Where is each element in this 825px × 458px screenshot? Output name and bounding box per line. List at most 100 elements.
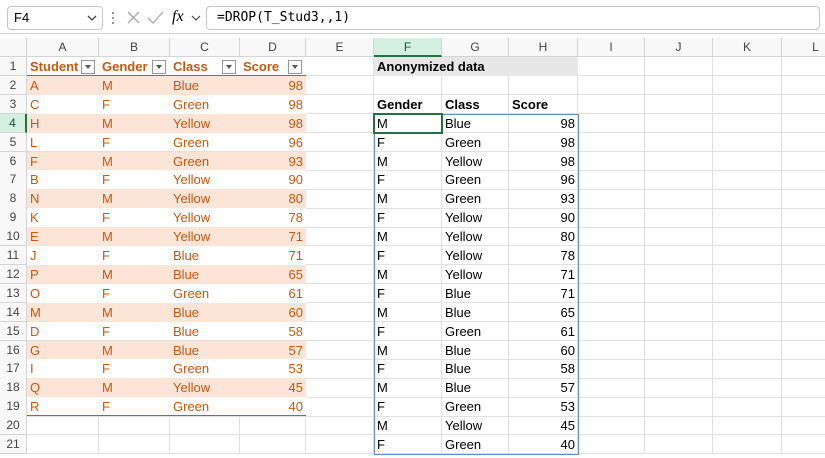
table-cell: G <box>27 340 99 360</box>
cell <box>782 265 825 285</box>
column-header[interactable]: G <box>442 38 509 57</box>
row-header[interactable]: 2 <box>0 75 27 96</box>
table-cell: 45 <box>240 378 306 398</box>
name-box-dropdown[interactable] <box>86 13 98 23</box>
row-header[interactable]: 7 <box>0 170 27 190</box>
row-header[interactable]: 16 <box>0 340 27 360</box>
formula-icons <box>112 11 201 24</box>
column-header[interactable]: B <box>99 38 170 57</box>
column-header[interactable]: D <box>240 38 306 57</box>
output-cell: 61 <box>560 323 575 339</box>
function-label[interactable]: fx <box>172 8 184 25</box>
row-header[interactable]: 15 <box>0 321 27 341</box>
cell <box>442 189 509 209</box>
cell <box>509 75 578 96</box>
row-header[interactable]: 19 <box>0 397 27 417</box>
column-header[interactable]: J <box>645 38 713 57</box>
table-cell: M <box>99 75 170 95</box>
table-cell: J <box>27 246 99 265</box>
active-cell[interactable] <box>373 112 443 134</box>
cell <box>782 170 825 190</box>
table-cell: H <box>27 113 99 133</box>
table-cell: 98 <box>240 113 306 133</box>
table-cell: M <box>99 340 170 360</box>
cell <box>578 283 645 304</box>
cell <box>306 416 374 436</box>
cell <box>782 227 825 247</box>
column-header[interactable]: A <box>27 38 99 57</box>
row-header[interactable]: 11 <box>0 246 27 266</box>
cell <box>306 397 374 417</box>
row-header[interactable]: 21 <box>0 435 27 455</box>
table-cell: Yellow <box>170 113 240 133</box>
cell <box>509 340 578 360</box>
row-header[interactable]: 8 <box>0 189 27 209</box>
column-header[interactable]: F <box>374 38 442 57</box>
filter-button[interactable] <box>288 59 302 74</box>
row-header[interactable]: 12 <box>0 264 27 285</box>
cell <box>442 340 509 360</box>
output-cell: F <box>377 399 385 415</box>
cell <box>782 435 825 455</box>
row-header[interactable]: 5 <box>0 132 27 152</box>
row-header[interactable]: 1 <box>0 57 27 77</box>
table-cell: Blue <box>170 302 240 322</box>
cell <box>240 435 306 455</box>
output-cell: Blue <box>445 380 472 396</box>
cell <box>782 114 825 134</box>
cell <box>645 416 713 436</box>
output-cell: 60 <box>560 342 575 358</box>
filter-button[interactable] <box>222 59 236 74</box>
cell <box>578 302 645 323</box>
row-header[interactable]: 20 <box>0 416 27 436</box>
cell <box>782 208 825 228</box>
cell <box>306 151 374 171</box>
cell <box>442 359 509 379</box>
cell <box>645 151 713 171</box>
column-header[interactable]: E <box>306 38 374 57</box>
row-header[interactable]: 6 <box>0 151 27 171</box>
cell <box>374 321 442 341</box>
output-cell: F <box>377 210 385 226</box>
cell <box>713 416 782 436</box>
filter-button[interactable] <box>152 59 166 74</box>
row-header[interactable]: 17 <box>0 359 27 379</box>
column-header[interactable]: K <box>713 38 782 57</box>
row-header[interactable]: 18 <box>0 378 27 398</box>
row-header[interactable]: 4 <box>0 113 27 134</box>
table-cell: F <box>99 397 170 417</box>
name-box[interactable]: F4 <box>7 6 103 30</box>
formula-input[interactable]: =DROP(T_Stud3,,1) <box>206 6 820 30</box>
cell <box>306 208 374 228</box>
table-cell: F <box>99 321 170 341</box>
cell <box>306 170 374 190</box>
table-cell: Green <box>170 151 240 171</box>
output-cell: M <box>377 304 388 320</box>
table-cell: 98 <box>240 94 306 114</box>
row-header[interactable]: 9 <box>0 208 27 228</box>
cell <box>713 113 782 134</box>
cell <box>509 132 578 152</box>
row-header[interactable]: 10 <box>0 227 27 247</box>
cell <box>578 132 645 152</box>
output-cell: M <box>377 153 388 169</box>
column-header[interactable]: L <box>782 38 825 57</box>
row-header[interactable]: 14 <box>0 302 27 323</box>
column-header[interactable]: H <box>509 38 578 57</box>
cell <box>306 227 374 247</box>
column-header[interactable]: I <box>578 38 645 57</box>
cell <box>240 416 306 436</box>
column-header[interactable]: C <box>170 38 240 57</box>
cell <box>442 416 509 436</box>
cell <box>442 208 509 228</box>
cell <box>509 246 578 266</box>
table-cell: M <box>99 378 170 398</box>
cell <box>713 321 782 341</box>
output-cell: 65 <box>560 304 575 320</box>
row-header[interactable]: 13 <box>0 283 27 304</box>
table-cell: M <box>99 151 170 171</box>
row-header[interactable]: 3 <box>0 94 27 115</box>
filter-button[interactable] <box>81 59 95 74</box>
cell <box>713 94 782 115</box>
